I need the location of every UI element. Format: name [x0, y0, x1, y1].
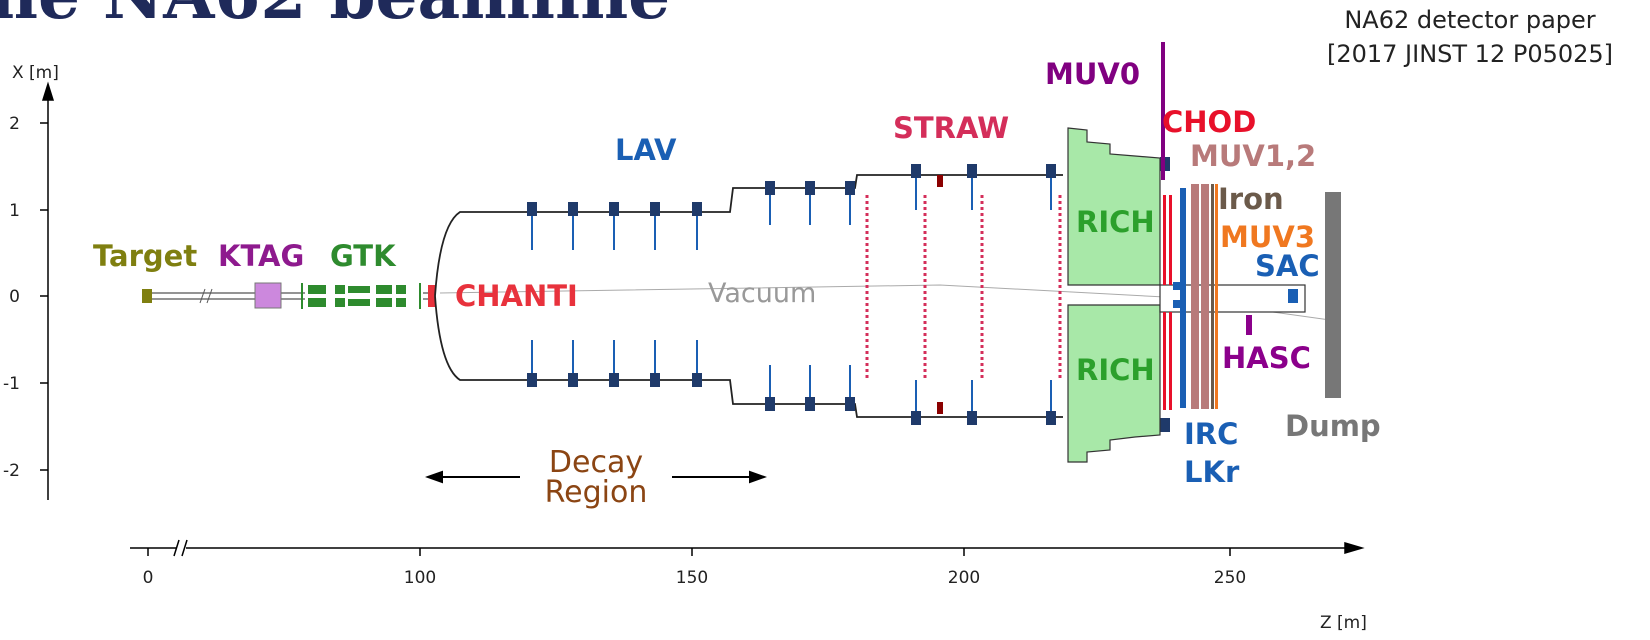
magnet [937, 175, 943, 187]
label: Decay [549, 445, 643, 480]
label: RICH [1076, 353, 1155, 387]
label: RICH [1076, 205, 1155, 239]
tick-label: 150 [676, 568, 708, 588]
label: HASC [1222, 341, 1311, 375]
label: MUV0 [1045, 57, 1140, 91]
axes [40, 81, 1365, 557]
lav-stations [527, 157, 1170, 432]
label: MUV1,2 [1190, 139, 1316, 173]
label: Vacuum [708, 278, 816, 309]
label: SAC [1255, 249, 1320, 283]
label: MUV3 [1220, 220, 1315, 254]
tick-label: 1 [9, 201, 20, 221]
axis-label: Z [m] [1320, 613, 1367, 633]
magnet [937, 402, 943, 414]
label: Iron [1218, 182, 1284, 216]
tick-label: 0 [143, 568, 154, 588]
label: CHOD [1162, 105, 1256, 139]
label: LAV [615, 133, 677, 167]
label: Target [93, 239, 197, 273]
label: IRC [1184, 417, 1238, 451]
label: STRAW [893, 111, 1009, 145]
tick-label: 2 [9, 114, 20, 134]
axis-label: X [m] [12, 63, 59, 83]
tick-label: -2 [3, 461, 20, 481]
label: GTK [330, 239, 397, 273]
label: CHANTI [455, 279, 578, 313]
reference: NA62 detector paper [1344, 6, 1595, 34]
tick-label: 250 [1214, 568, 1246, 588]
label: KTAG [218, 239, 304, 273]
page-title: he NA62 beamline [0, 0, 670, 34]
beamline [142, 282, 435, 309]
label: LKr [1184, 455, 1240, 489]
tick-label: 100 [404, 568, 436, 588]
tick-label: -1 [3, 374, 20, 394]
tick-label: 200 [948, 568, 980, 588]
label: Region [545, 475, 648, 510]
rich [1067, 127, 1161, 463]
downstream-detectors [1161, 42, 1341, 410]
decay-arrows [425, 470, 767, 484]
tick-label: 0 [9, 287, 20, 307]
label: Dump [1285, 409, 1381, 443]
straw-chambers [865, 195, 1062, 378]
reference: [2017 JINST 12 P05025] [1327, 40, 1613, 68]
